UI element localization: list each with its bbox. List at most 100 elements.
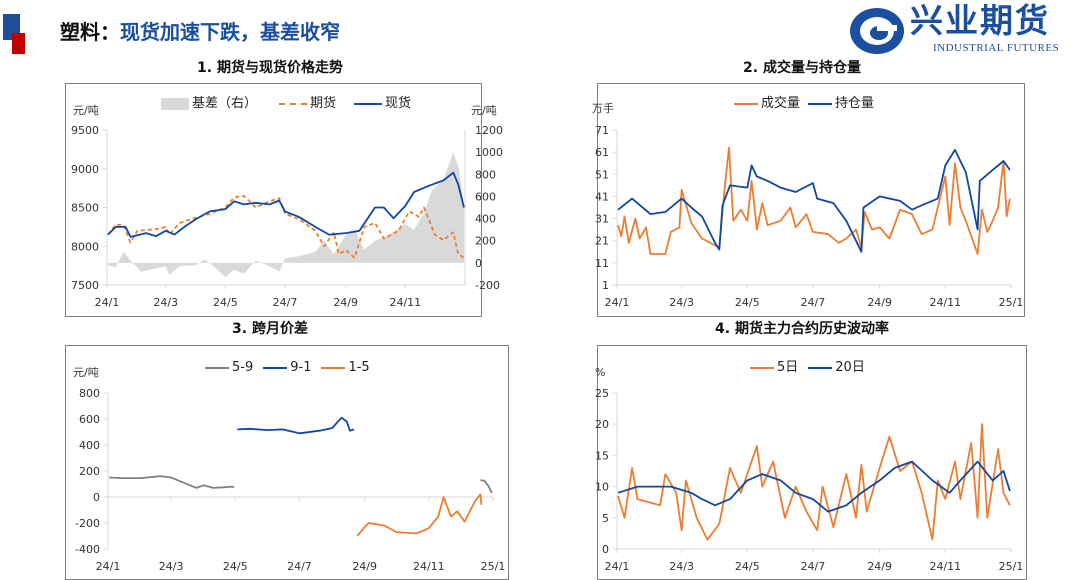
legend-label: 期货: [310, 96, 337, 111]
chart2-unit: 万手: [592, 102, 614, 115]
series-20日-line: [617, 460, 1011, 513]
y-tick-label: 25: [595, 387, 609, 400]
legend-swatch-volume: [734, 103, 758, 105]
legend-label: 现货: [385, 96, 412, 111]
chart1-legend: 基差（右） 期货 现货: [161, 96, 411, 112]
x-tick-label: 24/5: [735, 560, 760, 573]
legend-swatch-oi: [808, 103, 833, 105]
legend-swatch-9-1: [263, 367, 288, 369]
y-tick-label: 20: [595, 418, 609, 431]
x-tick-label: 24/3: [669, 296, 694, 309]
x-tick-label: 24/11: [929, 560, 961, 573]
legend-swatch-basis: [161, 98, 189, 110]
legend-label: 成交量: [761, 96, 801, 111]
legend-label: 基差（右）: [192, 96, 258, 111]
x-tick-label: 25/1: [999, 296, 1024, 309]
x-tick-label: 24/3: [153, 296, 178, 309]
y-tick-label: 1: [602, 279, 609, 292]
y-right-tick-label: 1200: [475, 124, 503, 137]
legend-label: 5-9: [232, 360, 254, 375]
series-持仓量-line: [617, 149, 1011, 253]
x-tick-label: 24/1: [605, 296, 630, 309]
y-tick-label: 11: [595, 257, 609, 270]
x-tick-label: 24/9: [867, 560, 892, 573]
series-1-5-line: [356, 493, 483, 537]
x-tick-label: 24/9: [352, 560, 377, 573]
y-right-tick-label: 0: [475, 257, 482, 270]
x-tick-label: 24/5: [213, 296, 238, 309]
y-tick-label: 51: [595, 168, 609, 181]
y-right-tick-label: -200: [475, 279, 500, 292]
legend-swatch-5d: [750, 367, 774, 369]
chart2-frame: [597, 83, 1025, 317]
x-tick-label: 24/1: [95, 296, 120, 309]
y-right-tick-label: 600: [475, 190, 496, 203]
logo-text-cn: 兴业期货: [910, 1, 1050, 40]
y-tick-label: 61: [595, 146, 609, 159]
y-tick-label: 10: [595, 481, 609, 494]
legend-label: 5日: [777, 360, 799, 375]
chart1-right-unit: 元/吨: [471, 104, 497, 117]
y-tick-label: -400: [75, 543, 100, 556]
chart3-frame: [65, 345, 509, 580]
x-tick-label: 25/1: [999, 560, 1024, 573]
chart2-legend: 成交量 持仓量: [734, 96, 874, 112]
y-right-tick-label: 1000: [475, 146, 503, 159]
y-right-tick-label: 200: [475, 235, 496, 248]
decor-square-red: [12, 33, 25, 54]
x-tick-label: 24/11: [389, 296, 421, 309]
y-tick-label: 15: [595, 449, 609, 462]
y-tick-label: 31: [595, 213, 609, 226]
legend-label: 20日: [835, 360, 865, 375]
y-right-tick-label: 400: [475, 213, 496, 226]
x-tick-label: 24/5: [735, 296, 760, 309]
x-tick-label: 24/11: [929, 296, 961, 309]
chart3-title: 3. 跨月价差: [232, 321, 308, 337]
series-5日-line: [617, 423, 1011, 541]
y-right-tick-label: 800: [475, 168, 496, 181]
x-tick-label: 24/7: [801, 560, 826, 573]
x-tick-label: 24/11: [413, 560, 445, 573]
x-tick-label: 24/3: [669, 560, 694, 573]
y-tick-label: 5: [602, 512, 609, 525]
y-tick-label: -200: [75, 517, 100, 530]
title-prefix: 塑料：: [60, 20, 120, 44]
legend-swatch-5-9: [205, 367, 229, 369]
x-tick-label: 24/9: [867, 296, 892, 309]
legend-swatch-20d: [808, 367, 833, 369]
legend-swatch-1-5: [321, 367, 346, 369]
x-tick-label: 24/7: [287, 560, 312, 573]
y-tick-label: 0: [602, 543, 609, 556]
series-基差（右）-area: [107, 152, 465, 278]
chart1-title: 1. 期货与现货价格走势: [197, 60, 343, 76]
y-tick-label: 600: [79, 413, 100, 426]
chart4-title: 4. 期货主力合约历史波动率: [715, 321, 889, 337]
y-tick-label: 7500: [71, 279, 99, 292]
y-tick-label: 41: [595, 190, 609, 203]
chart3-legend: 5-9 9-1 1-5: [205, 360, 370, 376]
logo-text-en: INDUSTRIAL FUTURES: [933, 42, 1060, 54]
y-tick-label: 9000: [71, 163, 99, 176]
chart4-legend: 5日 20日: [750, 360, 865, 376]
y-tick-label: 200: [79, 465, 100, 478]
y-tick-label: 8500: [71, 202, 99, 215]
chart2-title: 2. 成交量与持仓量: [743, 60, 861, 76]
series-期货-line: [107, 195, 465, 259]
x-tick-label: 24/9: [333, 296, 358, 309]
legend-label: 9-1: [290, 360, 312, 375]
legend-label: 1-5: [348, 360, 370, 375]
x-tick-label: 24/5: [223, 560, 248, 573]
y-tick-label: 8000: [71, 240, 99, 253]
series-9-1-line: [237, 416, 355, 435]
legend-swatch-futures: [279, 103, 308, 105]
logo-mark-icon: [850, 8, 904, 54]
y-tick-label: 71: [595, 124, 609, 137]
legend-swatch-spot: [354, 103, 383, 105]
x-tick-label: 24/3: [159, 560, 184, 573]
x-tick-label: 24/1: [96, 560, 121, 573]
x-tick-label: 24/7: [273, 296, 298, 309]
chart3-unit: 元/吨: [73, 366, 99, 379]
chart1-left-unit: 元/吨: [73, 104, 99, 117]
